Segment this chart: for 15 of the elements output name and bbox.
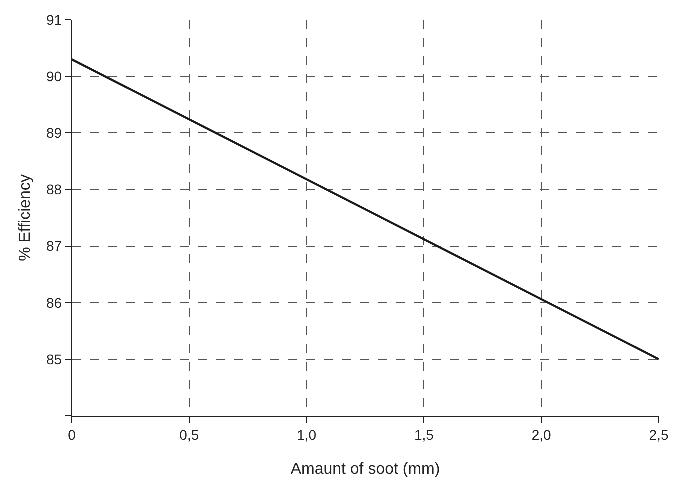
x-tick-label: 1,0 <box>297 426 317 443</box>
x-tick-label: 0 <box>68 426 76 443</box>
x-axis-title: Amaunt of soot (mm) <box>290 461 440 478</box>
y-axis-title: % Efficiency <box>16 174 34 262</box>
y-tick-label: 87 <box>46 238 62 254</box>
y-tick-label: 90 <box>46 68 62 84</box>
x-tick-label: 2,5 <box>649 426 669 443</box>
y-tick-label: 91 <box>46 12 62 28</box>
y-tick-label: 85 <box>46 351 62 368</box>
y-tick-label: 88 <box>46 182 62 198</box>
x-tick-label: 2,0 <box>532 426 552 443</box>
x-tick-label: 0,5 <box>180 426 200 443</box>
y-tick-label: 86 <box>46 294 62 311</box>
x-tick-label: 1,5 <box>414 426 434 443</box>
y-tick-label: 89 <box>46 125 62 142</box>
